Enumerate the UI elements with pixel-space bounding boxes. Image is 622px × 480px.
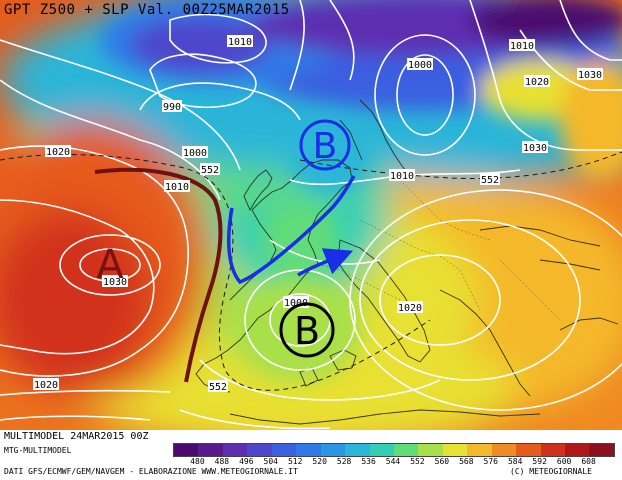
svg-text:990: 990 [163, 102, 181, 113]
color-scale-label: 496 [239, 457, 254, 466]
color-swatch [491, 444, 517, 456]
isobar-label: 1020 [524, 75, 550, 88]
isobar-label: 1000 [407, 58, 433, 71]
color-scale-label: 512 [287, 457, 303, 466]
color-scale [173, 443, 615, 457]
color-swatch [442, 444, 468, 456]
color-swatch [271, 444, 297, 456]
svg-text:552: 552 [201, 165, 219, 176]
isobar-label: 1010 [389, 169, 415, 182]
flow-arrow [297, 248, 353, 277]
isobar-label: 552 [208, 380, 228, 393]
color-swatch [296, 444, 321, 456]
color-swatch [589, 444, 614, 456]
isobar-label: 1000 [182, 146, 208, 159]
color-swatch [418, 444, 443, 456]
svg-text:1020: 1020 [46, 147, 70, 158]
svg-text:1000: 1000 [284, 298, 308, 309]
color-swatch [540, 444, 565, 456]
color-swatch [222, 444, 248, 456]
color-scale-label: 600 [556, 457, 572, 466]
color-swatch [345, 444, 370, 456]
color-swatch [247, 444, 272, 456]
svg-text:1010: 1010 [228, 37, 252, 48]
trough-line [94, 167, 223, 383]
copyright: (C) METEOGIORNALE [510, 467, 592, 476]
map-canvas: 1010 1000 990 1000 1020 1030 1030 1020 1… [0, 0, 622, 450]
svg-text:1030: 1030 [578, 70, 602, 81]
isobar-label: 1030 [577, 68, 603, 81]
svg-text:1030: 1030 [103, 277, 127, 288]
color-swatch [393, 444, 419, 456]
svg-text:1010: 1010 [390, 171, 414, 182]
isobar-label: 1010 [227, 35, 253, 48]
color-scale-label: 536 [361, 457, 376, 466]
isobar-label: 1020 [397, 301, 423, 314]
color-swatch [174, 444, 199, 456]
svg-text:1000: 1000 [408, 60, 432, 71]
model-run: MULTIMODEL 24MAR2015 00Z [4, 431, 149, 442]
svg-text:1020: 1020 [525, 77, 549, 88]
color-swatch [467, 444, 492, 456]
color-scale-label: 552 [410, 457, 425, 466]
svg-text:1020: 1020 [398, 303, 422, 314]
color-swatch [516, 444, 541, 456]
color-scale-label: 568 [459, 457, 474, 466]
trough-arrow [226, 175, 356, 285]
svg-text:1010: 1010 [165, 182, 189, 193]
map-title: GPT Z500 + SLP Val. 00Z25MAR2015 [4, 2, 290, 18]
color-scale-label: 560 [434, 457, 450, 466]
model-tag: MTG-MULTIMODEL [4, 446, 72, 455]
svg-text:1010: 1010 [510, 41, 534, 52]
coastlines [195, 99, 619, 425]
svg-text:552: 552 [209, 382, 227, 393]
z500-552-line [0, 151, 622, 391]
color-scale-label: 520 [312, 457, 327, 466]
isobar-label: 1030 [102, 275, 128, 288]
color-scale-label: 480 [190, 457, 205, 466]
data-sources: DATI GFS/ECMWF/GEM/NAVGEM - ELABORAZIONE… [4, 467, 298, 476]
isobar-label: 1010 [509, 39, 535, 52]
isobar-label: 552 [480, 173, 500, 186]
color-scale-label: 576 [483, 457, 498, 466]
low-pressure-label: B [294, 309, 320, 353]
isobar-label: 552 [200, 163, 220, 176]
weather-map: 1010 1000 990 1000 1020 1030 1030 1020 1… [0, 0, 622, 450]
color-scale-label: 584 [507, 457, 523, 466]
isobar-label: 1030 [522, 141, 548, 154]
svg-text:1000: 1000 [183, 148, 207, 159]
isobar-label: 1010 [164, 180, 190, 193]
color-swatch [320, 444, 346, 456]
isobar-label: 1020 [45, 145, 71, 158]
color-scale-label: 528 [336, 457, 352, 466]
low-pressure-marker: B [279, 302, 335, 358]
color-scale-label: 488 [214, 457, 230, 466]
color-scale-label: 504 [263, 457, 278, 466]
low-pressure-marker: B [299, 119, 351, 171]
borders [317, 179, 561, 321]
isobar-label: 1020 [33, 378, 59, 391]
low-pressure-label: B [313, 126, 338, 167]
svg-text:552: 552 [481, 175, 499, 186]
color-scale-label: 592 [532, 457, 547, 466]
isobar-label: 990 [162, 100, 182, 113]
color-scale-label: 544 [385, 457, 401, 466]
svg-text:1030: 1030 [523, 143, 547, 154]
color-swatch [565, 444, 590, 456]
color-scale-label: 608 [581, 457, 596, 466]
svg-text:1020: 1020 [34, 380, 58, 391]
color-swatch [369, 444, 394, 456]
color-scale-labels: 480 488 496 504 512 520 528 536 544 552 560 568 576 5… [173, 457, 613, 467]
color-swatch [198, 444, 223, 456]
high-pressure-label: A [96, 242, 124, 288]
